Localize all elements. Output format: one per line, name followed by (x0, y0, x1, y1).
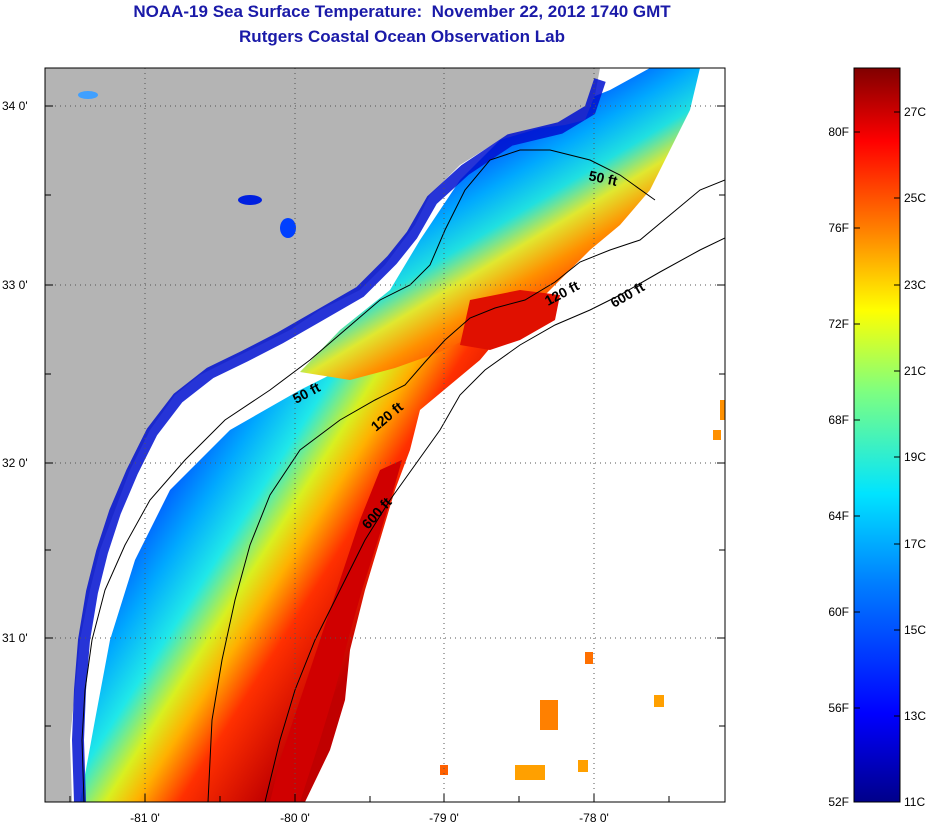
colorbar-c-label: 11C (904, 795, 925, 809)
colorbar-c-label: 27C (904, 105, 926, 119)
lat-label: 34 0' (2, 99, 28, 113)
sst-patch (585, 652, 593, 664)
lon-label: -79 0' (429, 811, 459, 825)
sst-patch (720, 400, 725, 420)
map-title: NOAA-19 Sea Surface Temperature: Novembe… (133, 2, 671, 21)
colorbar-c-label: 21C (904, 364, 926, 378)
colorbar-c-label: 15C (904, 623, 926, 637)
sst-patch (440, 765, 448, 775)
colorbar-c-label: 23C (904, 278, 926, 292)
lat-label: 32 0' (2, 456, 28, 470)
lon-label: -81 0' (130, 811, 160, 825)
lake (78, 91, 98, 99)
map-subtitle: Rutgers Coastal Ocean Observation Lab (239, 27, 565, 46)
sst-patch (713, 430, 721, 440)
sst-field-north (300, 68, 700, 380)
sst-patch (578, 760, 588, 772)
colorbar-f-label: 68F (828, 413, 849, 427)
colorbar-ticks (854, 111, 900, 717)
lat-label: 31 0' (2, 631, 28, 645)
colorbar-f-label: 72F (828, 317, 849, 331)
sst-patch (515, 765, 545, 780)
land-mass (45, 68, 600, 802)
colorbar-f-label: 76F (828, 221, 849, 235)
contour-50ft (81, 149, 656, 802)
sst-patch (540, 700, 558, 730)
lon-label: -80 0' (280, 811, 310, 825)
sst-patch (270, 460, 402, 802)
colorbar-f-label: 60F (828, 605, 849, 619)
colorbar-f-label: 64F (828, 509, 849, 523)
colorbar-c-label: 25C (904, 191, 926, 205)
lake (280, 218, 296, 238)
colorbar-f-label: 56F (828, 701, 849, 715)
colorbar-f-label: 52F (828, 795, 849, 809)
sst-patch (654, 695, 664, 707)
contour-label-50ft: 50 ft (587, 167, 619, 189)
colorbar (853, 67, 901, 803)
lon-label: -78 0' (579, 811, 609, 825)
colorbar-c-label: 19C (904, 450, 926, 464)
contour-120ft (207, 179, 725, 802)
contour-600ft (264, 237, 725, 802)
colorbar-c-label: 13C (904, 709, 926, 723)
lake (238, 195, 262, 205)
sst-field-south (80, 290, 520, 802)
grid (45, 68, 725, 802)
lat-label: 33 0' (2, 278, 28, 292)
sst-patch (460, 290, 560, 350)
axis-ticks (45, 105, 725, 802)
colorbar-c-label: 17C (904, 537, 926, 551)
map-border (44, 67, 726, 803)
colorbar-f-label: 80F (828, 125, 849, 139)
coastal-edge (71, 78, 606, 802)
